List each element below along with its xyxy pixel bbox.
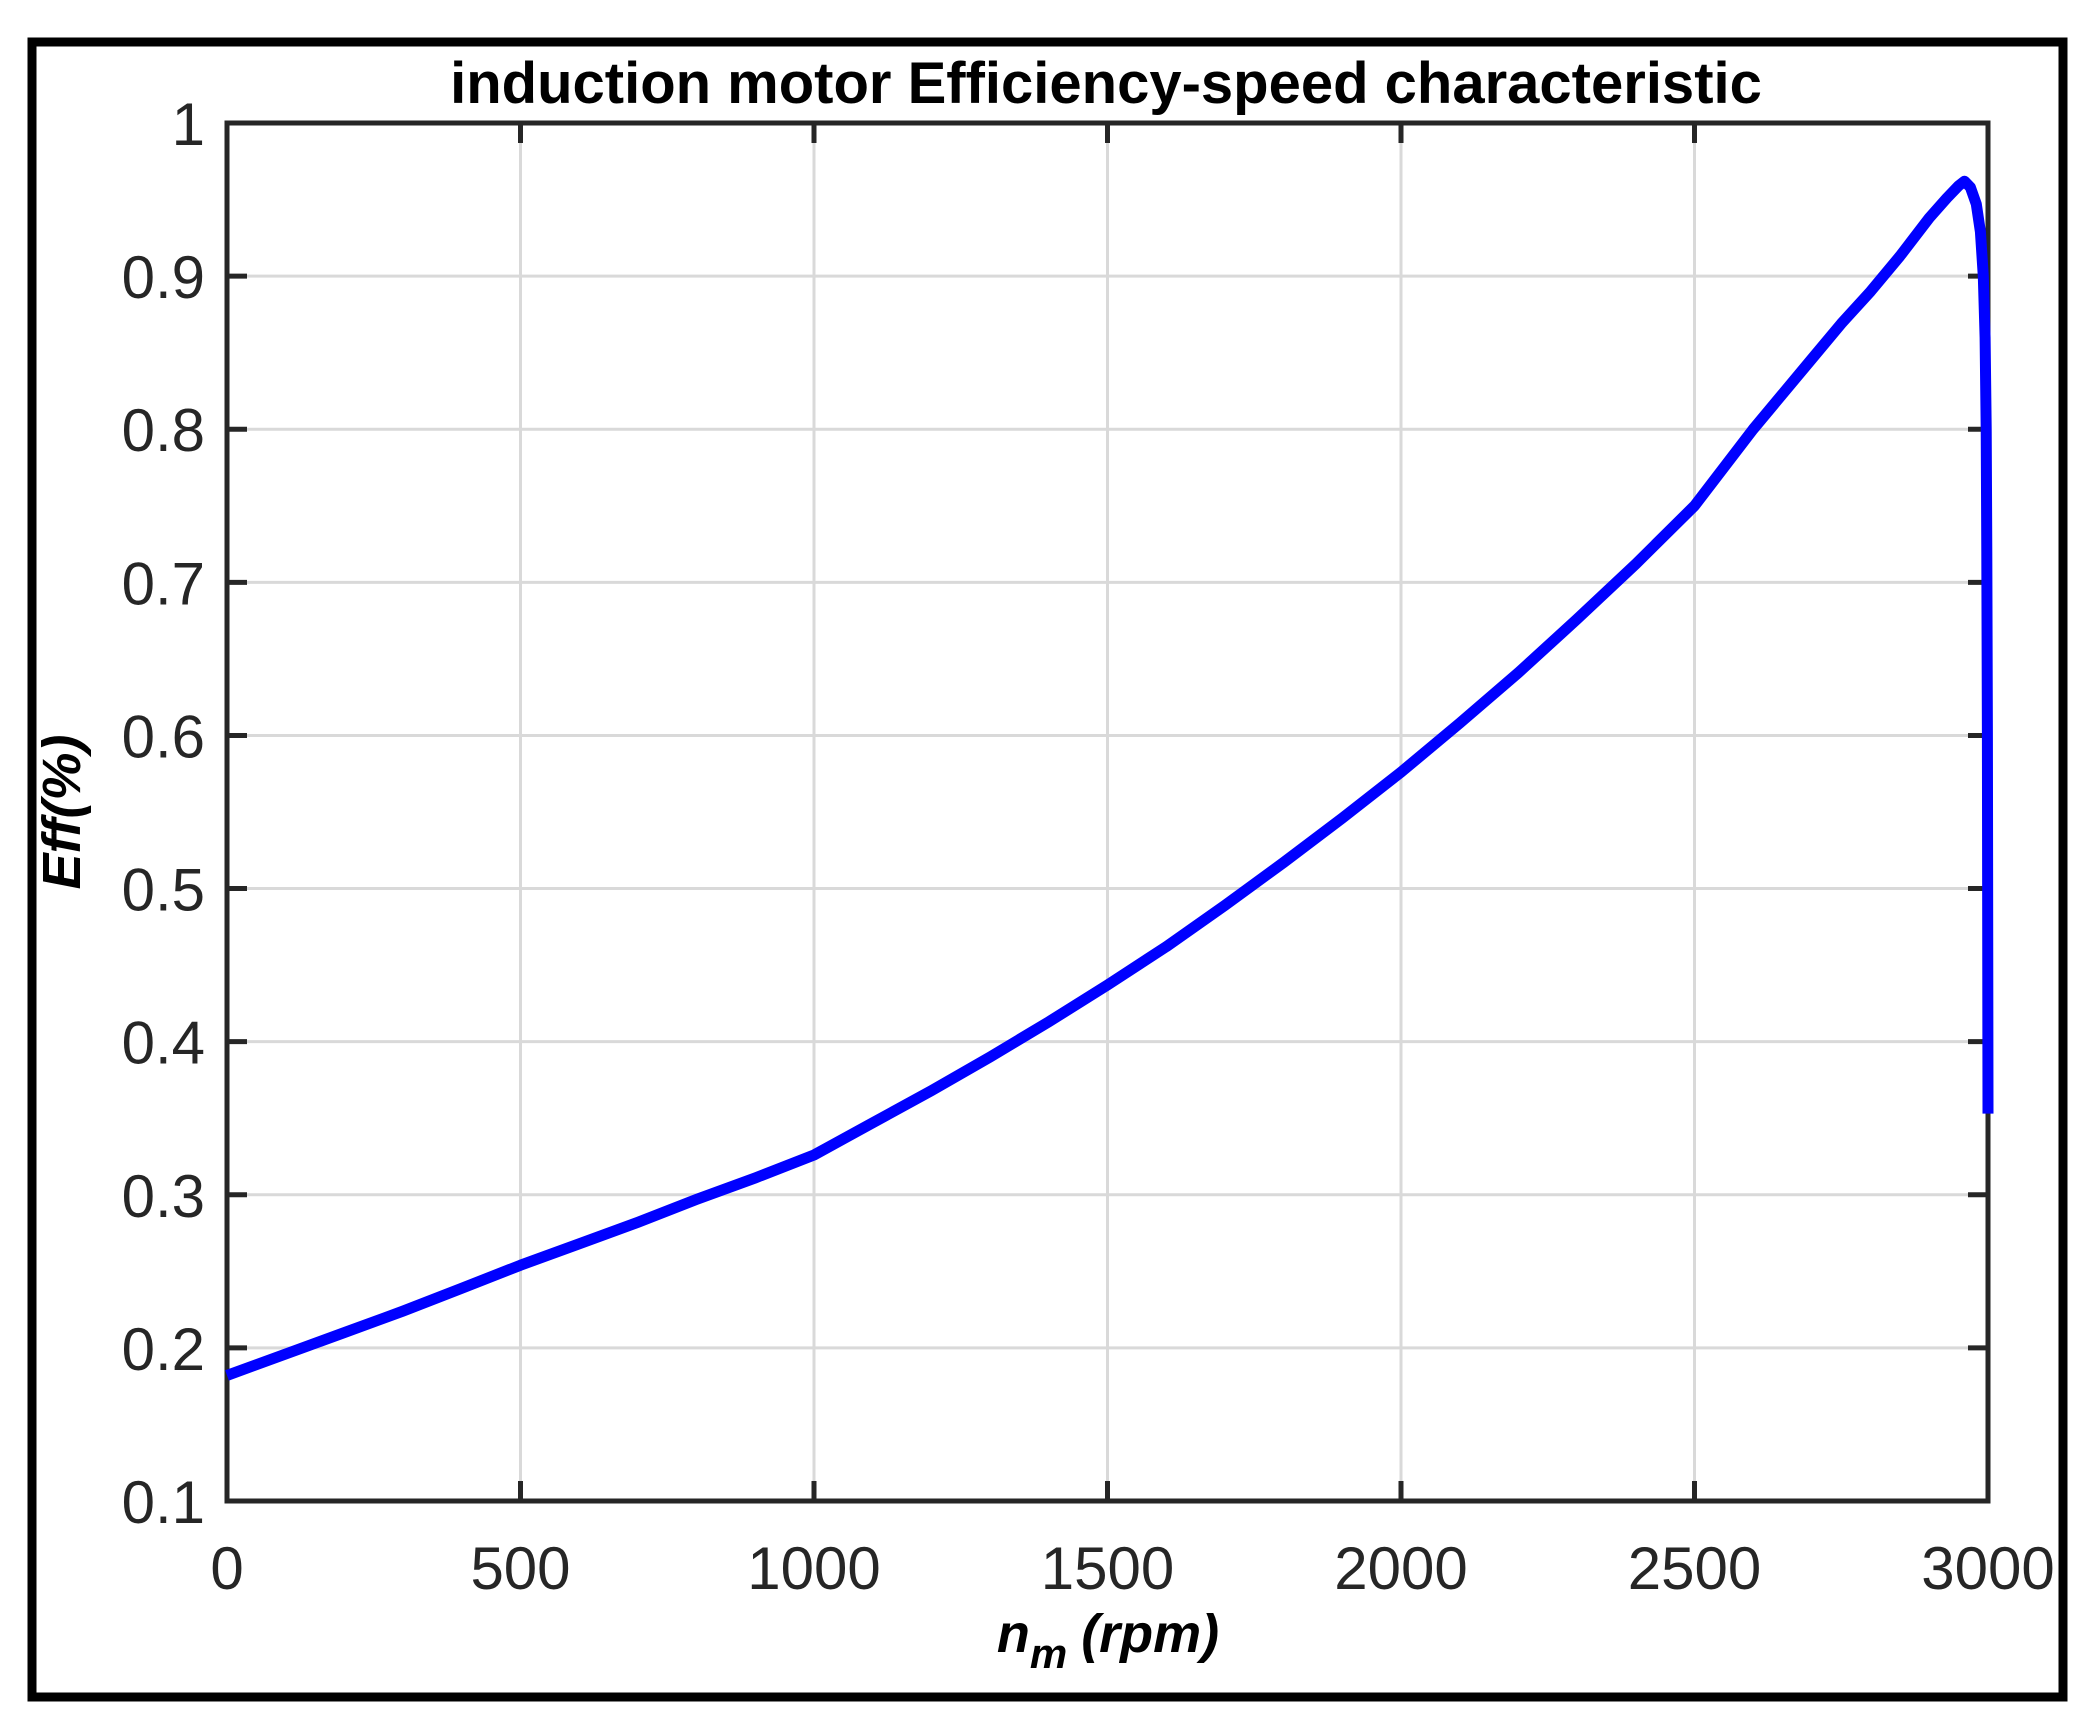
- x-axis-label-unit: (rpm): [1081, 1604, 1219, 1664]
- y-tick-label: 0.2: [122, 1316, 205, 1383]
- y-axis-label: Eff(%): [32, 735, 92, 890]
- x-tick-label: 2000: [1334, 1535, 1467, 1602]
- chart-title: induction motor Efficiency-speed charact…: [450, 51, 1762, 116]
- y-tick-label: 0.5: [122, 857, 205, 924]
- x-tick-label: 2500: [1628, 1535, 1761, 1602]
- x-axis-label-subscript: m: [1030, 1630, 1067, 1677]
- figure-border: [27, 37, 2068, 1702]
- x-tick-label: 1000: [747, 1535, 880, 1602]
- y-tick-label: 0.4: [122, 1010, 205, 1077]
- x-tick-label: 3000: [1921, 1535, 2054, 1602]
- x-tick-label: 0: [210, 1535, 243, 1602]
- y-tick-label: 0.3: [122, 1163, 205, 1230]
- y-tick-label: 0.9: [122, 244, 205, 311]
- y-tick-label: 0.1: [122, 1469, 205, 1536]
- y-tick-label: 0.8: [122, 397, 205, 464]
- x-axis-label-main: n: [997, 1604, 1030, 1664]
- efficiency-curve: [225, 175, 1994, 1381]
- grid-lines: [227, 123, 1988, 1501]
- y-tick-labels: 0.1 0.2 0.3 0.4 0.5 0.6 0.7 0.8 0.9 1: [122, 91, 205, 1536]
- y-tick-label: 0.6: [122, 703, 205, 770]
- x-axis-label: nm (rpm): [997, 1604, 1219, 1677]
- y-tick-label: 1: [172, 91, 205, 158]
- x-tick-labels: 0 500 1000 1500 2000 2500 3000: [210, 1535, 2054, 1602]
- y-tick-label: 0.7: [122, 550, 205, 617]
- series-line-efficiency: [225, 175, 1994, 1381]
- x-tick-label: 1500: [1041, 1535, 1174, 1602]
- x-tick-label: 500: [470, 1535, 570, 1602]
